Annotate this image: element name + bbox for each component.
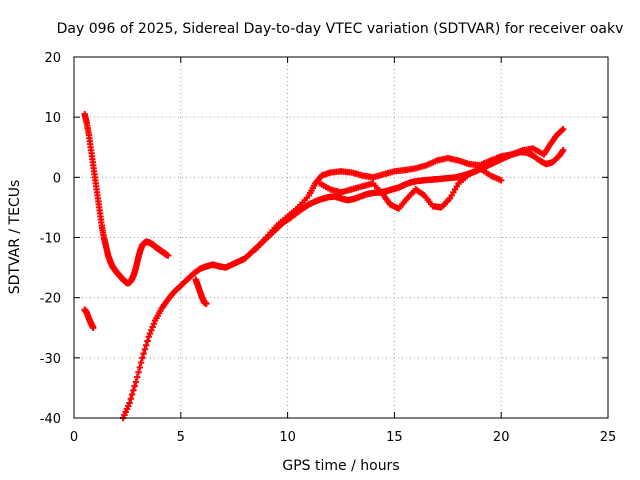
axis-ticks xyxy=(73,56,609,419)
tick-labels: 0 5 10 15 20 25 -40 -30 -20 -10 0 10 20 xyxy=(40,51,617,445)
y-tick-label: -10 xyxy=(40,232,61,247)
y-tick-label: -30 xyxy=(40,352,61,367)
chart-title: Day 096 of 2025, Sidereal Day-to-day VTE… xyxy=(57,21,624,37)
data-point xyxy=(134,373,141,381)
data-point xyxy=(203,300,210,307)
data-point xyxy=(146,330,154,337)
data-point xyxy=(142,341,150,349)
data-point xyxy=(140,350,147,357)
data-series xyxy=(81,110,172,287)
data-point xyxy=(150,320,158,327)
data-point xyxy=(148,327,155,334)
data-point xyxy=(139,354,146,362)
data-point xyxy=(131,382,138,390)
x-tick-label: 15 xyxy=(386,430,403,445)
data-point xyxy=(144,337,151,345)
y-axis-label: SDTVAR / TECUs xyxy=(7,180,23,295)
data-point xyxy=(498,177,505,184)
data-point xyxy=(90,324,97,331)
y-tick-label: 0 xyxy=(53,171,61,186)
data-series xyxy=(316,165,505,212)
y-tick-label: -40 xyxy=(40,412,61,427)
data-point xyxy=(141,346,149,353)
grid-lines xyxy=(74,57,608,418)
x-tick-label: 0 xyxy=(70,430,78,445)
data-series xyxy=(119,147,567,422)
data-point xyxy=(145,333,152,340)
data-point xyxy=(128,391,136,398)
data-point xyxy=(559,147,567,154)
data-point xyxy=(136,364,143,371)
data-point xyxy=(135,369,142,376)
x-tick-label: 20 xyxy=(493,430,510,445)
y-tick-label: 20 xyxy=(44,51,61,66)
data-series xyxy=(81,306,97,331)
x-tick-label: 10 xyxy=(279,430,296,445)
x-tick-label: 25 xyxy=(600,430,617,445)
data-point xyxy=(132,378,140,386)
data-series xyxy=(252,126,567,253)
y-tick-label: 10 xyxy=(44,111,61,126)
x-tick-label: 5 xyxy=(177,430,185,445)
data-point xyxy=(127,395,135,402)
data-series xyxy=(192,276,210,307)
data-point xyxy=(126,399,133,407)
data-points xyxy=(81,110,567,422)
data-point xyxy=(164,252,172,259)
data-point xyxy=(137,359,145,366)
x-axis-label: GPS time / hours xyxy=(282,458,399,474)
y-tick-label: -20 xyxy=(40,292,61,307)
data-point xyxy=(149,323,156,331)
data-point xyxy=(559,126,567,133)
data-point xyxy=(130,387,137,394)
